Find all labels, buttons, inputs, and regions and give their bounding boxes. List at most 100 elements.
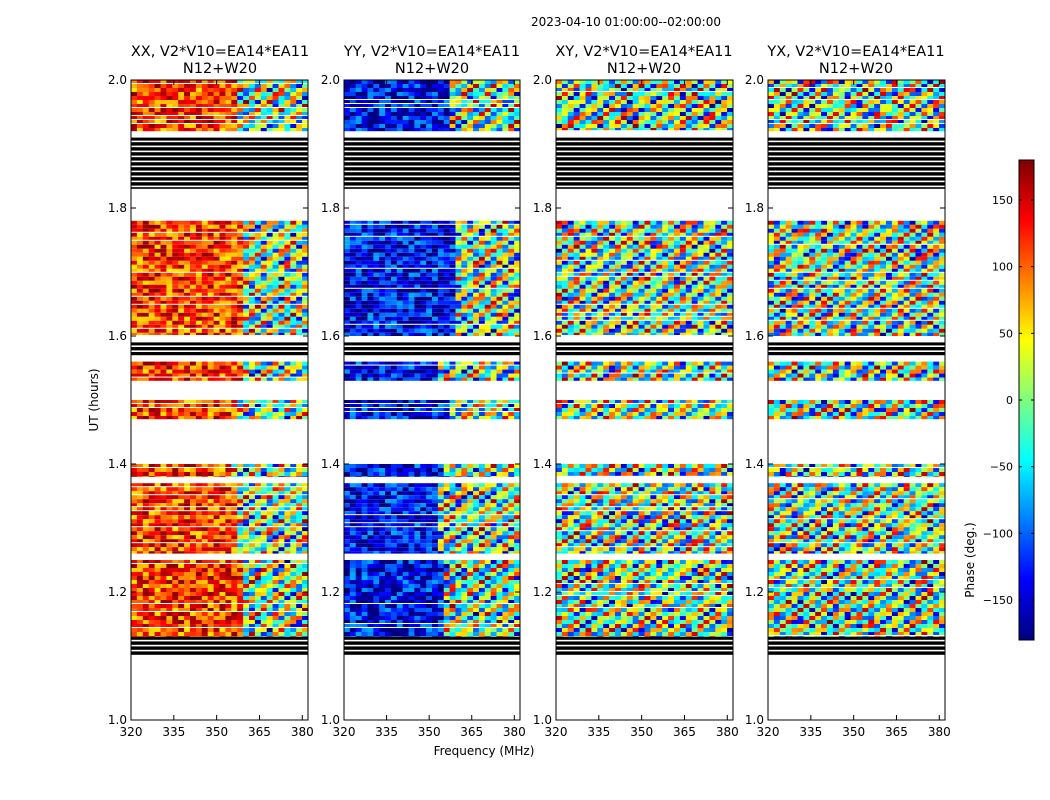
heat-cell — [426, 316, 433, 321]
heat-cell — [278, 612, 285, 616]
heat-cell — [461, 232, 468, 237]
heat-cell — [284, 300, 291, 305]
heat-cell — [266, 128, 273, 132]
heat-cell — [231, 232, 238, 237]
heat-cell — [213, 112, 220, 116]
heat-cell — [207, 572, 214, 576]
heat-cell — [278, 588, 285, 592]
heat-cell — [178, 88, 185, 92]
heat-cell — [449, 88, 456, 92]
heat-cell — [166, 535, 173, 540]
heat-cell — [254, 308, 262, 313]
heat-cell — [402, 120, 409, 124]
heat-cell — [160, 324, 167, 329]
heat-cell — [467, 92, 474, 96]
heat-cell — [414, 264, 421, 269]
heat-cell — [426, 280, 433, 285]
heat-cell — [190, 108, 197, 112]
heat-cell — [396, 276, 404, 281]
heat-cell — [237, 236, 244, 241]
heat-cell — [136, 244, 144, 249]
heat-cell — [131, 596, 138, 600]
heat-cell — [142, 369, 150, 374]
heat-cell — [302, 365, 309, 370]
heat-cell — [231, 527, 238, 532]
heat-cell — [373, 240, 380, 245]
heat-cell — [461, 519, 468, 524]
heat-cell — [260, 568, 268, 572]
heat-cell — [249, 288, 256, 293]
heat-cell — [490, 412, 497, 416]
heat-cell — [254, 373, 262, 378]
heat-cell — [184, 276, 191, 281]
heat-cell — [225, 596, 232, 600]
heat-cell — [266, 244, 273, 249]
heat-cell — [131, 220, 138, 225]
heat-cell — [231, 491, 238, 496]
heat-cell — [379, 244, 386, 249]
heat-cell — [154, 304, 161, 309]
heat-cell — [432, 124, 439, 128]
heat-cell — [473, 476, 480, 477]
heat-cell — [437, 511, 445, 516]
heat-cell — [278, 288, 285, 293]
heat-cell — [190, 92, 197, 96]
heat-cell — [243, 84, 250, 88]
heat-cell — [207, 400, 214, 404]
heat-cell — [443, 491, 450, 496]
heat-cell — [207, 332, 214, 336]
heat-cell — [496, 288, 503, 293]
heat-cell — [443, 308, 450, 313]
heat-cell — [473, 495, 480, 500]
heat-cell — [142, 248, 150, 253]
heat-cell — [455, 316, 462, 321]
heat-cell — [478, 464, 486, 468]
heat-cell — [432, 495, 439, 500]
heat-cell — [219, 608, 226, 612]
heat-cell — [379, 312, 386, 317]
heat-cell — [219, 252, 226, 257]
heat-cell — [361, 292, 368, 297]
heat-cell — [260, 551, 268, 554]
heat-cell — [379, 468, 386, 472]
heat-cell — [367, 361, 374, 366]
heat-cell — [296, 304, 303, 309]
heat-cell — [367, 304, 374, 309]
heat-cell — [355, 365, 362, 370]
heat-cell — [284, 539, 291, 544]
heat-cell — [148, 588, 155, 592]
flagged-band — [344, 342, 520, 356]
heat-cell — [172, 116, 179, 120]
heat-cell — [390, 120, 398, 124]
heat-cell — [478, 264, 486, 269]
heat-cell — [131, 361, 138, 366]
heat-cell — [284, 272, 291, 277]
heat-cell — [484, 304, 492, 309]
heat-cell — [284, 124, 291, 128]
heat-cell — [249, 324, 256, 329]
heat-cell — [219, 276, 226, 281]
heat-cell — [432, 80, 439, 84]
heat-cell — [390, 320, 398, 325]
heat-cell — [344, 487, 351, 492]
heat-cell — [344, 324, 351, 329]
heat-cell — [254, 560, 262, 564]
heat-cell — [178, 551, 185, 554]
heat-cell — [243, 268, 250, 273]
heat-cell — [184, 527, 191, 532]
heat-cell — [344, 112, 351, 116]
heat-cell — [379, 88, 386, 92]
heat-cell — [160, 568, 167, 572]
heat-cell — [508, 408, 515, 412]
heat-cell — [361, 507, 368, 512]
heat-cell — [373, 487, 380, 492]
heat-cell — [426, 320, 433, 325]
heat-cell — [284, 531, 291, 536]
heat-cell — [355, 104, 362, 108]
heat-cell — [178, 572, 185, 576]
heat-cell — [184, 572, 191, 576]
heat-cell — [142, 260, 150, 265]
heat-cell — [484, 300, 492, 305]
heat-cell — [426, 483, 433, 488]
heat-cell — [496, 412, 503, 416]
